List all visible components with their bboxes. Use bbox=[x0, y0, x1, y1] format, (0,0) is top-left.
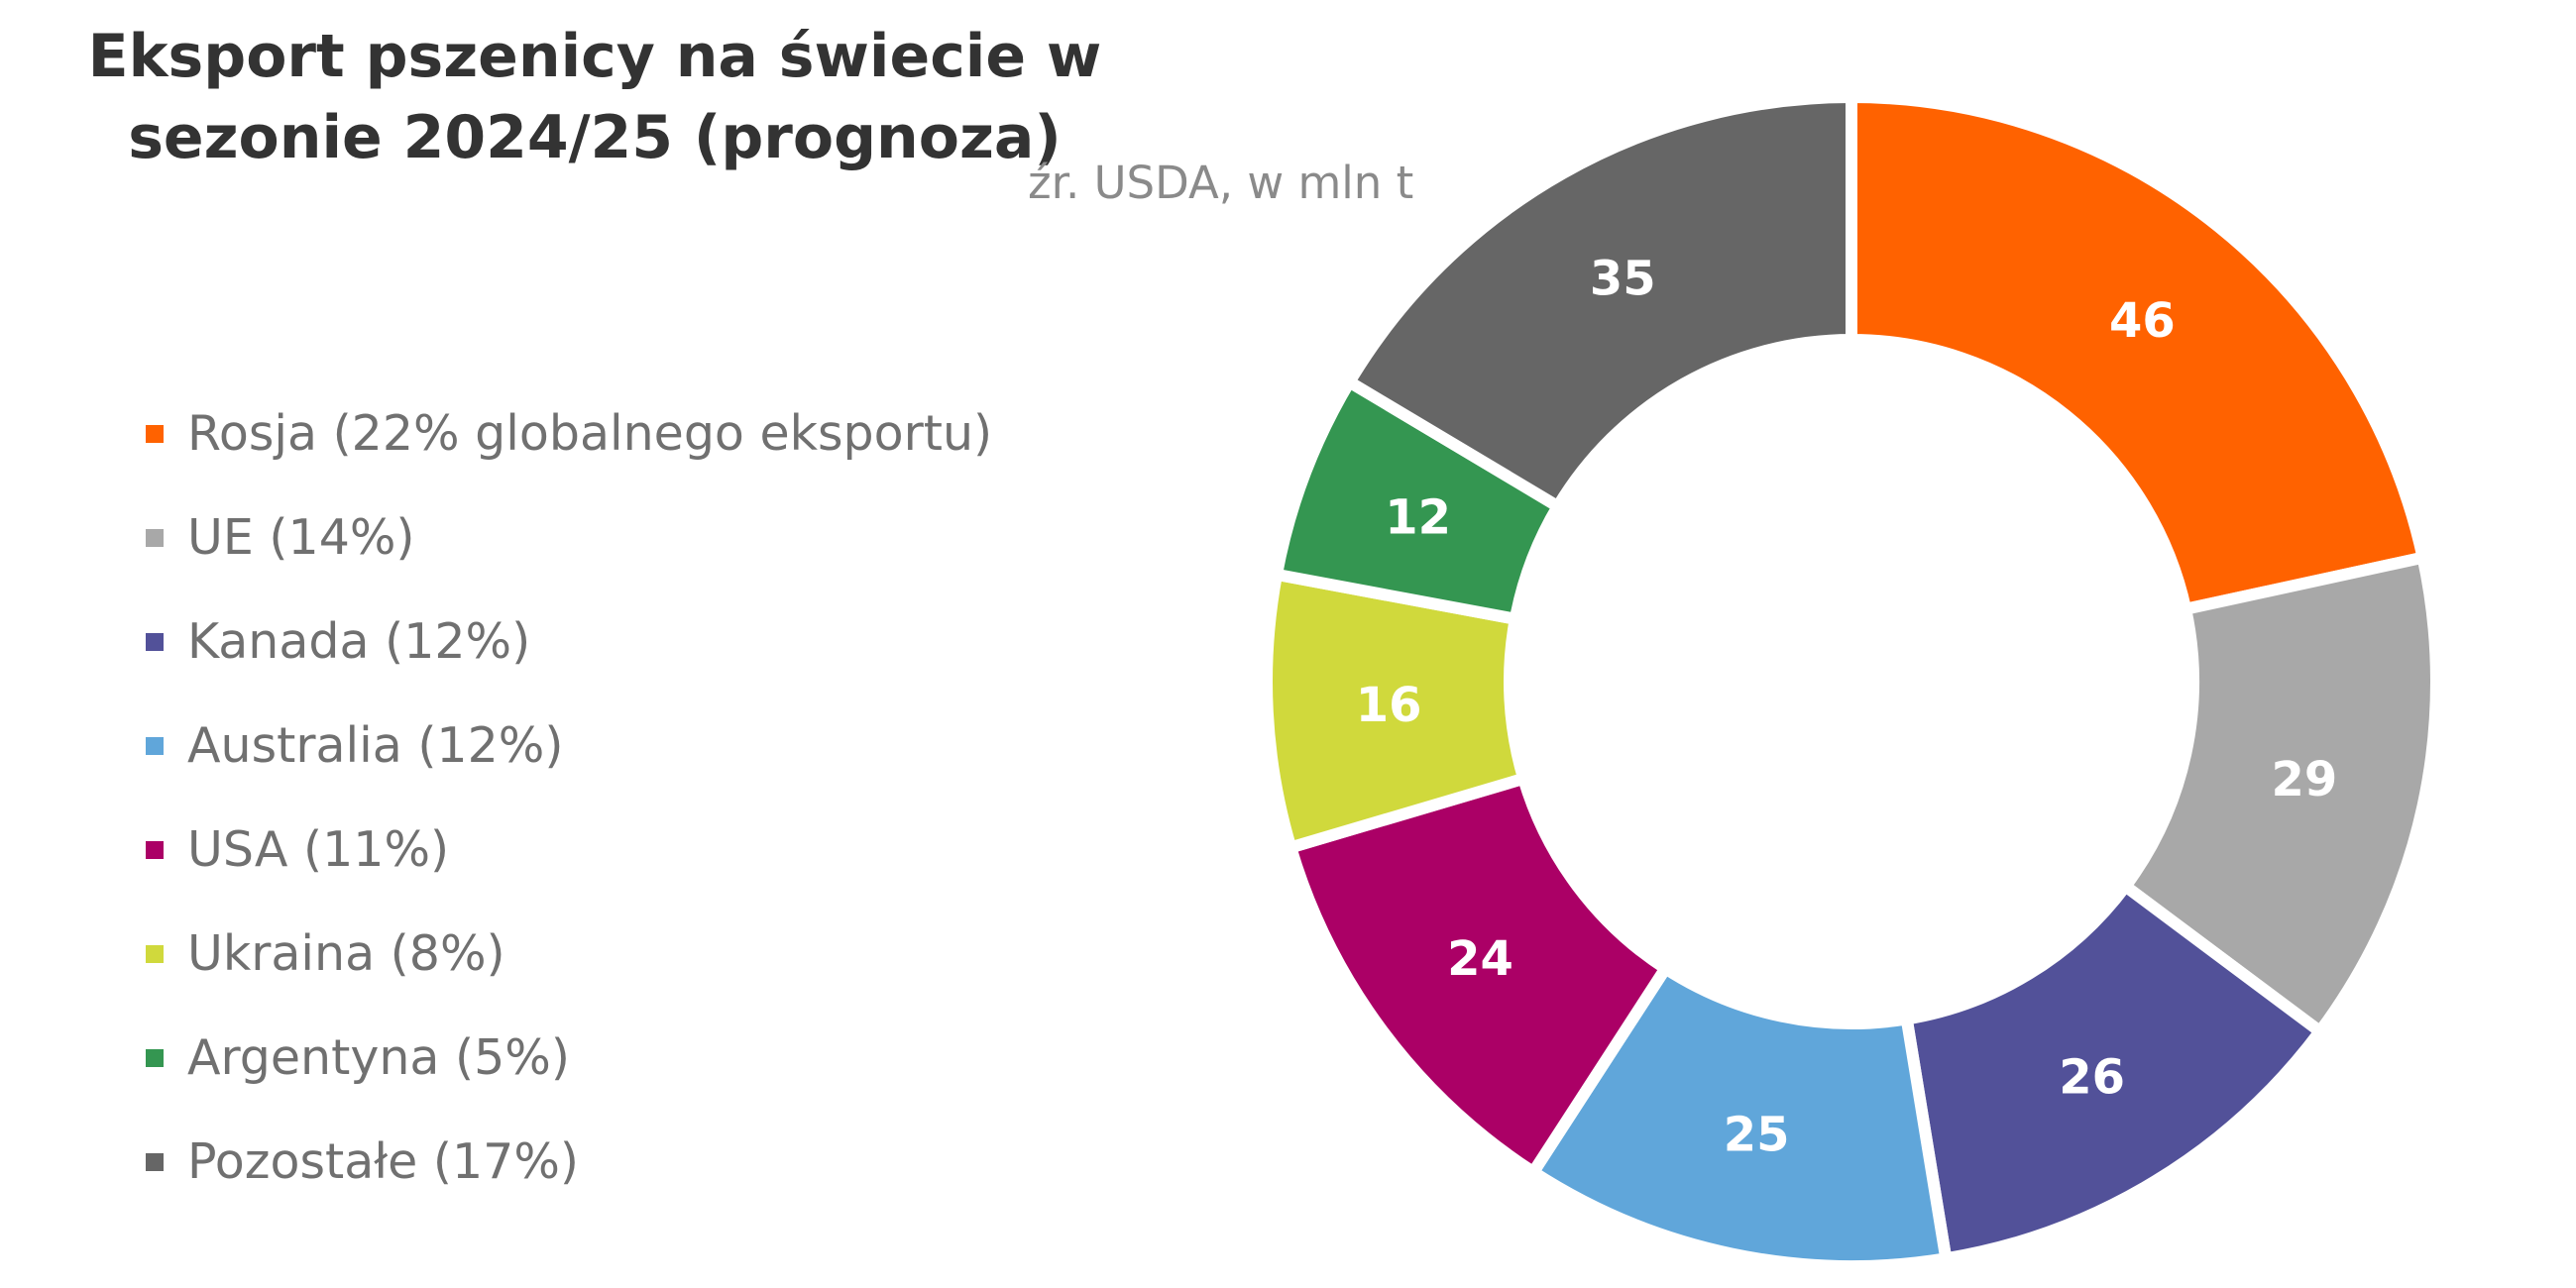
slice-value-label: 35 bbox=[1590, 251, 1656, 306]
legend-label: Rosja (22% globalnego eksportu) bbox=[187, 405, 993, 462]
slice-value-label: 24 bbox=[1447, 931, 1513, 987]
legend-item: Ukraina (8%) bbox=[146, 902, 992, 1006]
legend: Rosja (22% globalnego eksportu) UE (14%) K… bbox=[146, 381, 992, 1214]
legend-label: UE (14%) bbox=[187, 509, 415, 566]
slice-value-label: 12 bbox=[1385, 490, 1451, 546]
legend-swatch bbox=[146, 736, 164, 755]
legend-swatch bbox=[146, 424, 164, 443]
chart-subtitle: źr. USDA, w mln t bbox=[1028, 157, 1414, 209]
legend-item: Kanada (12%) bbox=[146, 590, 992, 694]
donut-slice bbox=[1899, 878, 2329, 1266]
legend-swatch bbox=[146, 840, 164, 859]
legend-label: Ukraina (8%) bbox=[187, 925, 505, 982]
chart-title: Eksport pszenicy na świecie w sezonie 20… bbox=[87, 22, 1102, 172]
legend-swatch bbox=[146, 1048, 164, 1067]
legend-item: UE (14%) bbox=[146, 485, 992, 590]
donut-slice bbox=[1524, 960, 1954, 1272]
donut-slice bbox=[1341, 90, 1857, 515]
donut-slice bbox=[2116, 550, 2442, 1040]
legend-swatch bbox=[146, 944, 164, 963]
legend-swatch bbox=[146, 528, 164, 547]
legend-item: USA (11%) bbox=[146, 798, 992, 902]
donut-slice bbox=[1846, 90, 2430, 616]
slice-value-label: 26 bbox=[2059, 1050, 2125, 1106]
legend-label: USA (11%) bbox=[187, 821, 450, 878]
legend-item: Argentyna (5%) bbox=[146, 1006, 992, 1110]
legend-label: Kanada (12%) bbox=[187, 613, 531, 670]
slice-value-label: 16 bbox=[1356, 678, 1422, 733]
legend-swatch bbox=[146, 632, 164, 651]
donut-slice bbox=[1283, 771, 1674, 1181]
slice-value-label: 46 bbox=[2109, 293, 2176, 349]
legend-label: Pozostałe (17%) bbox=[187, 1133, 580, 1190]
slice-value-label: 29 bbox=[2271, 752, 2337, 807]
legend-swatch bbox=[146, 1152, 164, 1171]
legend-item: Rosja (22% globalnego eksportu) bbox=[146, 381, 992, 485]
legend-label: Argentyna (5%) bbox=[187, 1029, 570, 1086]
legend-item: Pozostałe (17%) bbox=[146, 1110, 992, 1214]
slice-value-label: 25 bbox=[1724, 1108, 1790, 1163]
legend-label: Australia (12%) bbox=[187, 717, 564, 774]
legend-item: Australia (12%) bbox=[146, 694, 992, 798]
